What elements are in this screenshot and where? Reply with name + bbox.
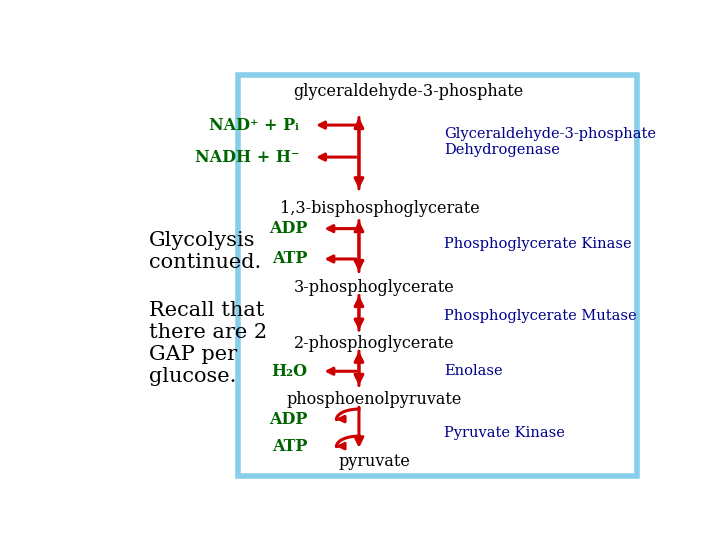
Text: Glyceraldehyde-3-phosphate
Dehydrogenase: Glyceraldehyde-3-phosphate Dehydrogenase — [444, 126, 657, 157]
Text: Enolase: Enolase — [444, 364, 503, 378]
Text: pyruvate: pyruvate — [338, 454, 410, 470]
Text: NAD⁺ + Pᵢ: NAD⁺ + Pᵢ — [210, 117, 300, 133]
Text: H₂O: H₂O — [271, 363, 307, 380]
Text: Recall that
there are 2
GAP per
glucose.: Recall that there are 2 GAP per glucose. — [148, 301, 266, 386]
Text: Phosphoglycerate Mutase: Phosphoglycerate Mutase — [444, 308, 637, 322]
Text: Pyruvate Kinase: Pyruvate Kinase — [444, 426, 565, 440]
Text: Glycolysis
continued.: Glycolysis continued. — [148, 232, 261, 272]
Text: ATP: ATP — [272, 437, 307, 455]
Text: NADH + H⁻: NADH + H⁻ — [194, 148, 300, 166]
Text: ATP: ATP — [272, 251, 307, 267]
Text: ADP: ADP — [269, 220, 307, 237]
Text: 3-phosphoglycerate: 3-phosphoglycerate — [294, 279, 455, 296]
Text: phosphoenolpyruvate: phosphoenolpyruvate — [287, 391, 462, 408]
Text: 2-phosphoglycerate: 2-phosphoglycerate — [294, 335, 455, 352]
Text: glyceraldehyde-3-phosphate: glyceraldehyde-3-phosphate — [293, 83, 523, 100]
FancyBboxPatch shape — [238, 75, 637, 476]
Text: Phosphoglycerate Kinase: Phosphoglycerate Kinase — [444, 238, 632, 252]
Text: ADP: ADP — [269, 410, 307, 428]
Text: 1,3-bisphosphoglycerate: 1,3-bisphosphoglycerate — [280, 200, 480, 217]
